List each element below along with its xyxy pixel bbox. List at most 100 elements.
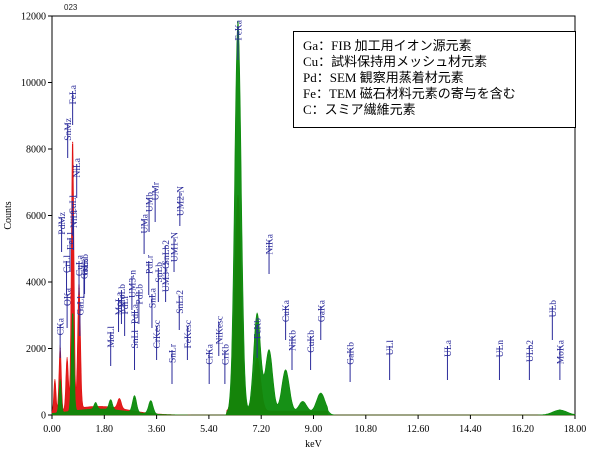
peak-label: UMa	[141, 213, 151, 254]
peak-label: FeKesc	[184, 320, 194, 360]
peak-label-text: UMb	[146, 192, 156, 212]
peak-label-text: MoLa	[115, 291, 125, 315]
peak-label-text: PdLl	[121, 296, 131, 315]
peak-label: SnLl	[131, 330, 141, 370]
peak-label: NiLa	[73, 157, 83, 198]
peak-label: FeKb	[254, 318, 264, 358]
peak-point	[320, 394, 322, 396]
y-tick-label: 4000	[26, 278, 46, 289]
peak-label: PdLl	[121, 296, 131, 336]
peak-point	[72, 141, 74, 143]
peak-label-text: ULn	[496, 340, 506, 358]
peak-label: UM2-N	[176, 186, 186, 226]
peak-label-text: NiLa	[73, 157, 83, 177]
peak-label-text: OKa	[64, 287, 74, 306]
peak-label-text: MoLl	[107, 326, 117, 348]
peak-label: ULa	[444, 339, 454, 380]
peak-point	[559, 409, 561, 411]
peak-label: MoLl	[107, 326, 117, 366]
x-tick-label: 1.80	[96, 424, 114, 435]
peak-label: CuKb	[307, 330, 317, 370]
peak-label-text: PdLr	[145, 254, 155, 274]
peak-label-text: SnLb	[155, 262, 165, 283]
peak-label-text: CrKb	[221, 344, 231, 365]
peak-label-text: SnLl	[131, 330, 141, 349]
legend-line-c: C：スミア繊維元素	[303, 102, 416, 117]
peak-label: CrKb	[221, 344, 231, 384]
peak-label-text: FeKa	[235, 19, 245, 40]
peak-point	[268, 351, 270, 353]
peak-label-text: MoLb	[118, 284, 128, 308]
y-tick-label: 8000	[26, 145, 46, 156]
peak-point	[256, 314, 258, 316]
x-axis-title: keV	[305, 439, 322, 450]
peak-label-text: UMa	[141, 213, 151, 233]
peak-label: CKa	[57, 317, 67, 358]
peak-label-text: ULb	[549, 300, 559, 318]
peak-point	[110, 404, 112, 406]
peak-point	[118, 404, 121, 406]
y-tick-label: 2000	[26, 344, 46, 355]
peak-label-text: FeKb	[254, 318, 264, 339]
spectrum-id: 023	[64, 3, 78, 12]
peak-label: PdMz	[58, 212, 68, 252]
peak-label: CuLa	[76, 254, 86, 295]
peak-label: GaKa	[317, 299, 327, 340]
peak-point	[302, 402, 304, 404]
x-tick-label: 3.60	[148, 424, 166, 435]
y-tick-label: 0	[41, 411, 46, 422]
peak-label: SnLb	[155, 262, 165, 302]
peak-label-text: NiKesc	[215, 316, 225, 345]
peak-label-text: GaLl	[76, 296, 86, 316]
peak-label: UMb	[146, 192, 156, 232]
peak-label: NiLl	[70, 210, 80, 250]
series-1-area	[51, 20, 576, 416]
x-tick-label: 7.20	[252, 424, 270, 435]
peak-label-text: FeLa	[69, 84, 79, 104]
peak-label: MoKa	[556, 339, 566, 380]
element-legend-box: Ga：FIB 加工用イオン源元素 Cu：試料保持用メッシュ材元素 Pd：SEM …	[293, 31, 576, 128]
peak-point	[237, 22, 239, 24]
legend-line-pd: Pd：SEM 観察用蒸着材元素	[303, 70, 464, 85]
peak-label-text: CrKesc	[153, 320, 163, 349]
peak-point	[94, 407, 97, 409]
peak-label: UM1-N	[171, 232, 181, 272]
y-tick-label: 12000	[21, 12, 46, 23]
peak-label-text: SnLr2	[176, 290, 186, 314]
peak-label-text: SnLr	[169, 343, 179, 363]
peak-label-text: CuKb	[307, 330, 317, 353]
peak-point	[133, 397, 136, 399]
x-tick-label: 0.00	[43, 424, 61, 435]
peak-point	[150, 401, 152, 403]
peak-label: NiKb	[289, 330, 299, 370]
peak-label: CrLl	[63, 255, 73, 295]
peak-point	[59, 381, 61, 383]
peak-label: CuKa	[282, 299, 292, 340]
peak-label: ULl	[386, 340, 396, 380]
peak-label: SnLr2	[176, 290, 186, 330]
peak-label-text: GaLa	[81, 257, 91, 279]
peak-label-text: SnLa	[149, 287, 159, 308]
peak-label: FeLl	[67, 232, 77, 272]
x-tick-label: 12.60	[407, 424, 430, 435]
y-axis-title: Counts	[3, 201, 14, 229]
peak-label: MoLa	[115, 291, 125, 332]
peak-label-text: UM3-n	[128, 270, 138, 298]
peak-label-text: UMr	[152, 181, 162, 200]
peak-label: SnLa	[149, 287, 159, 328]
peak-label-text: PdLa	[131, 303, 141, 324]
peak-label-text: UM2-N	[176, 186, 186, 216]
peak-label-text: UM3-O	[162, 262, 172, 292]
peak-label-text: UM1-N	[171, 232, 181, 262]
peak-label: CuLl	[69, 195, 79, 235]
y-tick-label: 6000	[26, 211, 46, 222]
peak-label-text: MoKa	[556, 339, 566, 364]
peak-label-text: CuLa	[76, 254, 86, 276]
peak-label: GaLa	[81, 257, 91, 298]
peak-label-text: CuKa	[282, 299, 292, 322]
legend-line-cu: Cu：試料保持用メッシュ材元素	[303, 54, 488, 69]
peak-label-text: PdMz	[58, 212, 68, 235]
peak-label: MoLb	[118, 284, 128, 324]
peak-label: PdLa	[131, 303, 141, 344]
peak-label: ULb2	[526, 340, 536, 380]
